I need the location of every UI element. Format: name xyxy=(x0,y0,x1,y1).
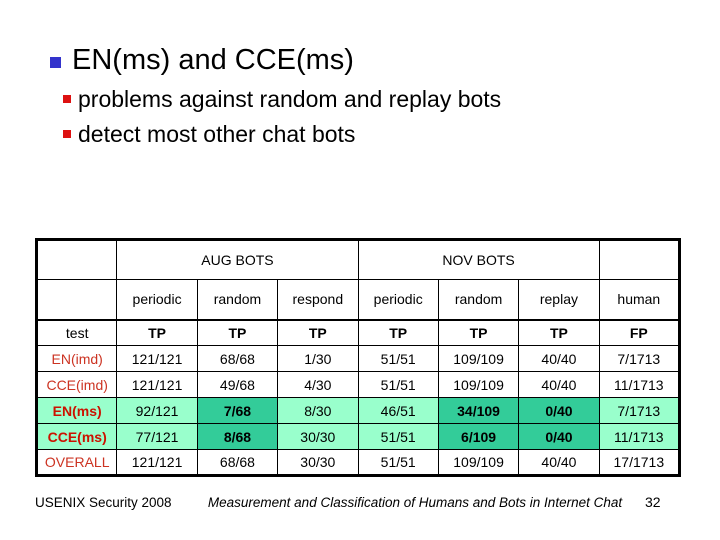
cell-cce-imd-6: 11/1713 xyxy=(598,371,681,398)
table-row-en-imd: EN(imd) 121/121 68/68 1/30 51/51 109/109 40/40… xyxy=(35,345,681,372)
cell-en-ms-3: 46/51 xyxy=(357,397,439,424)
footer-paper-title: Measurement and Classification of Humans… xyxy=(207,495,623,510)
table-group-header-row: AUG BOTS NOV BOTS xyxy=(35,239,681,280)
cell-test-0: TP xyxy=(116,318,198,346)
cell-en-ms-5: 0/40 xyxy=(518,397,600,424)
row-label-en-ms: EN(ms) xyxy=(35,397,118,424)
col-header-nov-random: random xyxy=(437,279,520,320)
cell-en-imd-2: 1/30 xyxy=(277,345,359,372)
cell-cce-imd-5: 40/40 xyxy=(518,371,600,398)
cell-en-ms-4: 34/109 xyxy=(437,397,520,424)
cell-overall-0: 121/121 xyxy=(116,449,198,476)
col-header-nov-replay: replay xyxy=(518,279,600,320)
cell-cce-ms-6: 11/1713 xyxy=(598,423,681,450)
cell-en-ms-2: 8/30 xyxy=(277,397,359,424)
bullet-item: detect most other chat bots xyxy=(78,121,356,147)
cell-test-4: TP xyxy=(437,318,520,346)
cell-overall-2: 30/30 xyxy=(277,449,359,476)
footer-conference: USENIX Security 2008 xyxy=(35,495,172,510)
table-row-test: test TP TP TP TP TP TP FP xyxy=(35,318,681,346)
cell-en-imd-6: 7/1713 xyxy=(598,345,681,372)
bullet-square-icon xyxy=(63,130,71,138)
col-header-aug-respond: respond xyxy=(277,279,359,320)
cell-en-imd-0: 121/121 xyxy=(116,345,198,372)
cell-test-5: TP xyxy=(518,318,600,346)
cell-test-3: TP xyxy=(357,318,439,346)
cell-cce-ms-2: 30/30 xyxy=(277,423,359,450)
row-label-test: test xyxy=(35,318,118,346)
row-label-cce-imd: CCE(imd) xyxy=(35,371,118,398)
col-header-aug-periodic: periodic xyxy=(116,279,198,320)
bullet-square-icon xyxy=(63,95,71,103)
page-title: EN(ms) and CCE(ms) xyxy=(72,44,354,76)
col-header-aug-random: random xyxy=(196,279,279,320)
cell-cce-imd-1: 49/68 xyxy=(196,371,279,398)
cell-cce-imd-0: 121/121 xyxy=(116,371,198,398)
blank-cell xyxy=(35,279,118,320)
cell-en-ms-1: 7/68 xyxy=(196,397,279,424)
cell-overall-5: 40/40 xyxy=(518,449,600,476)
cell-en-imd-3: 51/51 xyxy=(357,345,439,372)
cell-en-imd-5: 40/40 xyxy=(518,345,600,372)
cell-cce-imd-2: 4/30 xyxy=(277,371,359,398)
cell-overall-4: 109/109 xyxy=(437,449,520,476)
cell-cce-imd-4: 109/109 xyxy=(437,371,520,398)
col-header-human: human xyxy=(598,279,681,320)
cell-overall-3: 51/51 xyxy=(357,449,439,476)
row-label-cce-ms: CCE(ms) xyxy=(35,423,118,450)
nov-bots-group-header: NOV BOTS xyxy=(357,239,600,280)
table-row-en-ms: EN(ms) 92/121 7/68 8/30 46/51 34/109 0/40 7/171… xyxy=(35,397,681,424)
cell-en-imd-1: 68/68 xyxy=(196,345,279,372)
table-row-cce-ms: CCE(ms) 77/121 8/68 30/30 51/51 6/109 0/40 11/1… xyxy=(35,423,681,450)
cell-test-6: FP xyxy=(598,318,681,346)
cell-cce-ms-3: 51/51 xyxy=(357,423,439,450)
results-table: AUG BOTS NOV BOTS periodic random respon… xyxy=(35,238,681,477)
cell-en-ms-0: 92/121 xyxy=(116,397,198,424)
table-subheader-row: periodic random respond periodic random … xyxy=(35,279,681,320)
cell-test-1: TP xyxy=(196,318,279,346)
corner-blank-cell-right xyxy=(598,239,681,280)
cell-cce-ms-1: 8/68 xyxy=(196,423,279,450)
cell-cce-ms-4: 6/109 xyxy=(437,423,520,450)
slide-number: 32 xyxy=(645,494,661,510)
cell-overall-1: 68/68 xyxy=(196,449,279,476)
cell-en-ms-6: 7/1713 xyxy=(598,397,681,424)
table-row-overall: OVERALL 121/121 68/68 30/30 51/51 109/109 40/4… xyxy=(35,449,681,476)
corner-blank-cell xyxy=(35,239,118,280)
cell-cce-imd-3: 51/51 xyxy=(357,371,439,398)
cell-overall-6: 17/1713 xyxy=(598,449,681,476)
table-row-cce-imd: CCE(imd) 121/121 49/68 4/30 51/51 109/109 40/4… xyxy=(35,371,681,398)
cell-en-imd-4: 109/109 xyxy=(437,345,520,372)
bullet-item: problems against random and replay bots xyxy=(78,86,502,112)
cell-test-2: TP xyxy=(277,318,359,346)
cell-cce-ms-5: 0/40 xyxy=(518,423,600,450)
title-bullet-square-icon xyxy=(50,57,61,68)
cell-cce-ms-0: 77/121 xyxy=(116,423,198,450)
col-header-nov-periodic: periodic xyxy=(357,279,439,320)
row-label-overall: OVERALL xyxy=(35,449,118,476)
aug-bots-group-header: AUG BOTS xyxy=(116,239,359,280)
row-label-en-imd: EN(imd) xyxy=(35,345,118,372)
